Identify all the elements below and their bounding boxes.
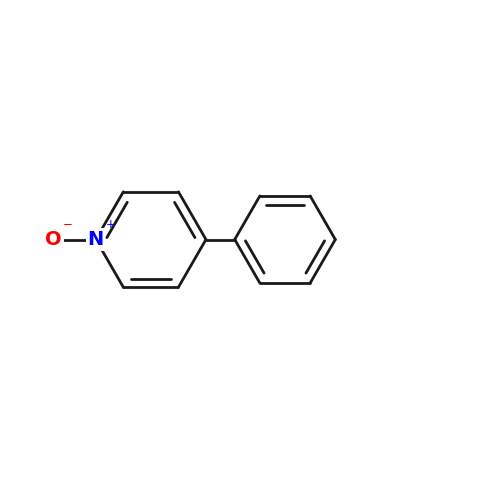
Text: N: N bbox=[88, 230, 104, 249]
Text: −: − bbox=[62, 218, 72, 231]
Text: O: O bbox=[46, 230, 62, 249]
Text: +: + bbox=[105, 218, 115, 231]
